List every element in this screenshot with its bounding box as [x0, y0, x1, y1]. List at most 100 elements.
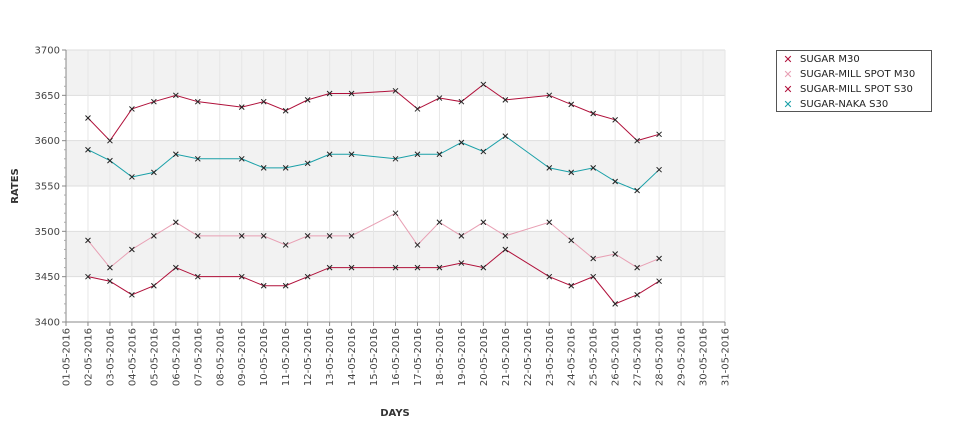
data-point-stroke [458, 233, 465, 239]
x-tick-label: 13-05-2016 [325, 328, 336, 386]
data-point-stroke [194, 273, 201, 280]
data-point-stroke [129, 291, 135, 298]
data-point-stroke [436, 95, 443, 101]
legend-item: ✕ SUGAR-MILL SPOT M30 [777, 67, 931, 82]
legend: ✕ SUGAR M30 ✕ SUGAR-MILL SPOT M30 ✕ SUGAR-MIL… [776, 50, 932, 112]
data-point-stroke [480, 264, 487, 271]
legend-item: ✕ SUGAR-NAKA S30 [777, 97, 931, 112]
data-point-stroke [326, 90, 333, 97]
data-point-stroke [238, 273, 245, 280]
x-tick-label: 15-05-2016 [369, 328, 380, 386]
data-point-stroke [129, 246, 135, 253]
data-point [392, 210, 399, 217]
data-point-stroke [85, 146, 91, 153]
data-point-stroke [502, 97, 509, 103]
y-tick-label: 3650 [35, 91, 60, 102]
data-point [129, 106, 135, 112]
data-point [282, 107, 289, 114]
data-point [282, 242, 289, 248]
data-point [172, 92, 179, 99]
data-point-stroke [458, 139, 465, 146]
data-point [458, 233, 465, 239]
y-tick-label: 3700 [35, 46, 60, 57]
data-point [568, 237, 575, 244]
data-point [436, 264, 443, 271]
data-point-stroke [326, 264, 333, 271]
x-tick-label: 25-05-2016 [589, 328, 600, 386]
data-point-stroke [656, 255, 662, 262]
data-point [392, 155, 399, 162]
data-point-stroke [612, 178, 619, 185]
data-point [85, 237, 91, 244]
data-point [612, 116, 619, 123]
data-point-stroke [129, 174, 135, 180]
legend-marker-icon: ✕ [783, 98, 793, 111]
x-tick-label: 06-05-2016 [171, 328, 182, 386]
data-point [590, 110, 597, 117]
data-point [392, 87, 399, 94]
series-line [87, 248, 660, 305]
data-point [260, 282, 267, 289]
legend-label: SUGAR-MILL SPOT M30 [800, 69, 916, 80]
data-point [656, 131, 662, 138]
x-tick-label: 20-05-2016 [479, 328, 490, 386]
data-point-stroke [612, 251, 619, 257]
x-tick-label: 10-05-2016 [259, 328, 270, 386]
series-line [87, 135, 660, 192]
series-line [87, 212, 660, 269]
x-tick-label: 23-05-2016 [545, 328, 556, 386]
legend-marker-icon: ✕ [783, 53, 793, 66]
series-group [85, 133, 662, 194]
data-point [480, 148, 487, 155]
data-point [282, 165, 289, 171]
data-point-stroke [634, 137, 640, 144]
data-point [85, 115, 91, 121]
data-point-stroke [348, 264, 355, 271]
data-point-stroke [656, 166, 662, 173]
data-point-stroke [260, 282, 267, 289]
y-tick-label: 3400 [35, 318, 60, 329]
data-point-stroke [282, 242, 289, 248]
data-point [129, 174, 135, 180]
x-tick-label: 02-05-2016 [83, 328, 94, 386]
x-tick-label: 31-05-2016 [721, 328, 732, 386]
data-point [194, 98, 201, 105]
data-point-stroke [194, 98, 201, 105]
data-point [458, 98, 465, 105]
data-point [634, 291, 640, 298]
data-point [85, 273, 91, 280]
x-tick-label: 26-05-2016 [611, 328, 622, 386]
data-point-stroke [172, 92, 179, 99]
data-point [414, 151, 421, 158]
data-point-stroke [546, 219, 553, 226]
data-point [304, 97, 311, 103]
data-point-stroke [414, 151, 421, 158]
x-tick-label: 24-05-2016 [567, 328, 578, 386]
data-point-stroke [238, 104, 245, 110]
data-point [568, 169, 575, 176]
data-point [326, 233, 333, 239]
data-point [546, 165, 553, 171]
data-point-stroke [590, 255, 597, 262]
data-point [107, 157, 113, 164]
data-point [480, 264, 487, 271]
data-point-stroke [326, 151, 333, 158]
data-point [326, 151, 333, 158]
data-point [194, 233, 201, 239]
x-tick-label: 01-05-2016 [62, 328, 73, 386]
data-point [304, 233, 311, 239]
data-point-stroke [107, 137, 113, 144]
data-point [348, 264, 355, 271]
data-point-stroke [107, 264, 113, 271]
x-tick-label: 16-05-2016 [391, 328, 402, 386]
series-group [85, 246, 662, 307]
data-point [502, 133, 509, 139]
data-point-stroke [85, 115, 91, 121]
data-point-stroke [194, 233, 201, 239]
data-point [612, 301, 619, 307]
data-point-stroke [568, 169, 575, 176]
data-point-stroke [414, 264, 421, 271]
data-point [172, 264, 179, 271]
x-tick-label: 17-05-2016 [413, 328, 424, 386]
